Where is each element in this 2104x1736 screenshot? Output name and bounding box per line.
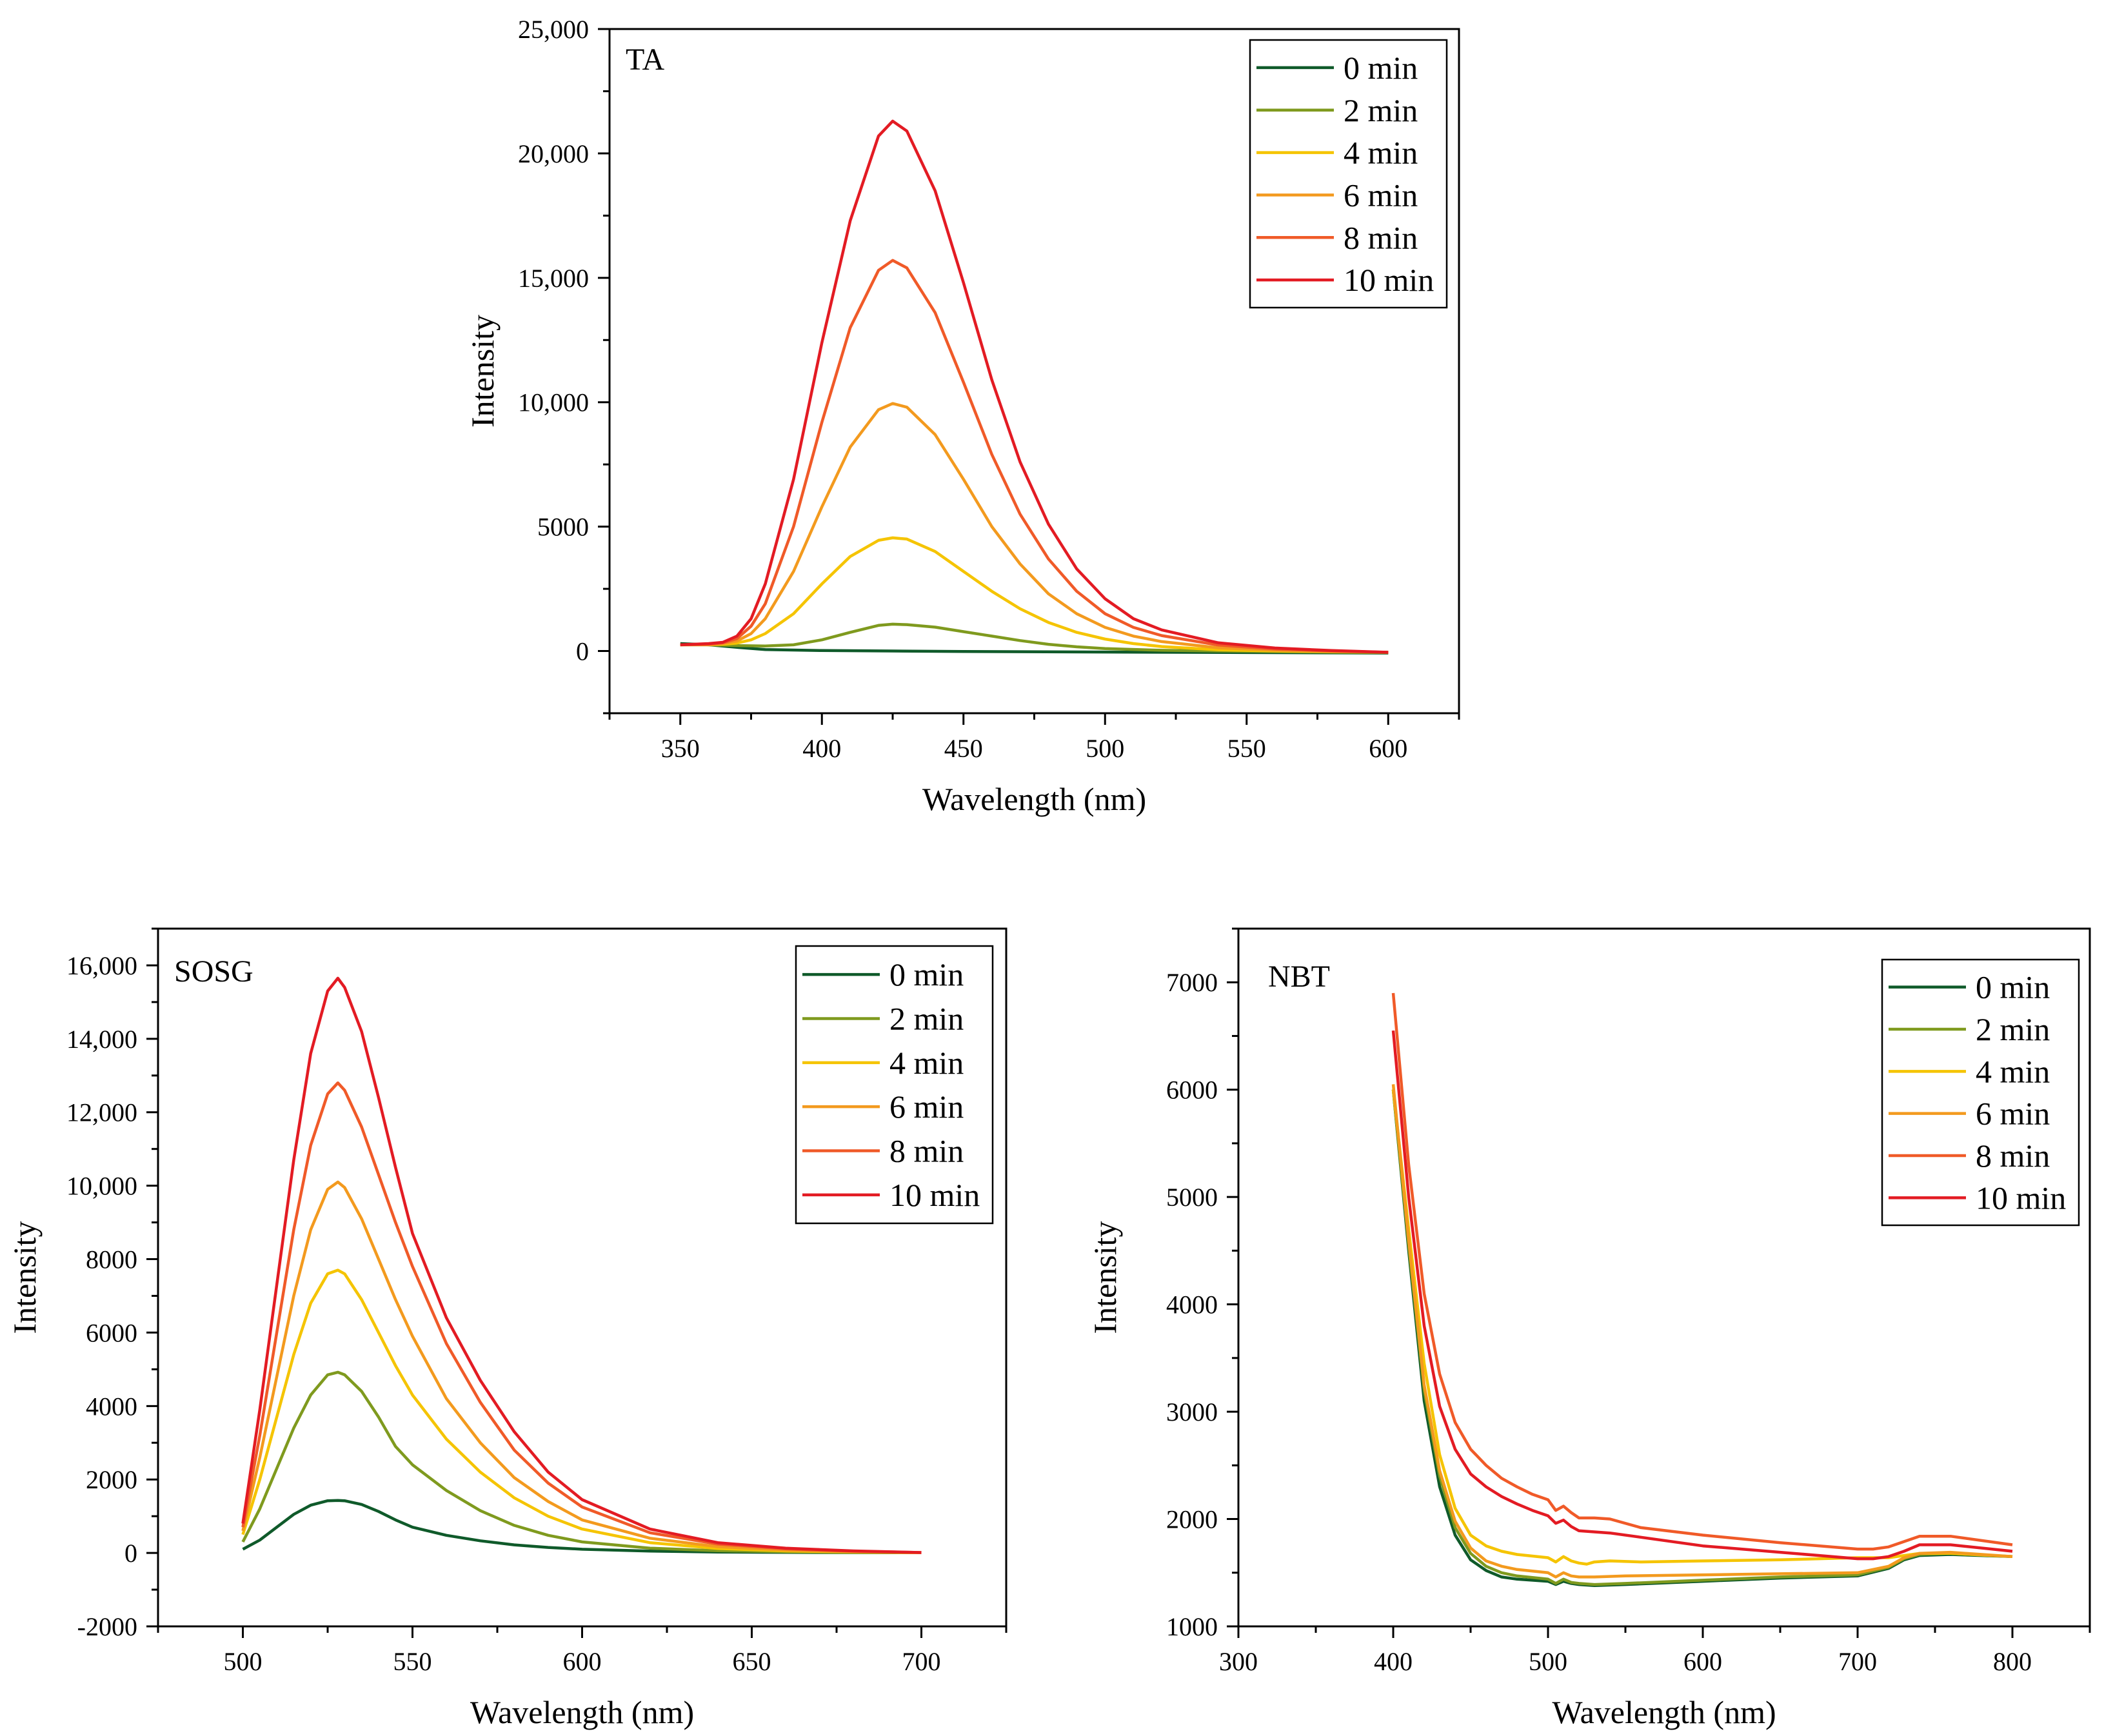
nbt-x-tick-label: 400 <box>1374 1647 1413 1676</box>
sosg-legend-label: 4 min <box>889 1045 964 1081</box>
sosg-x-tick-label: 650 <box>733 1647 771 1676</box>
sosg-y-tick-label: 12,000 <box>66 1098 137 1127</box>
ta-series-line-4-min <box>680 536 1389 654</box>
ta-x-tick-label: 500 <box>1086 734 1124 763</box>
sosg-legend-box <box>795 945 994 1225</box>
ta-series-line-2-min <box>680 622 1389 655</box>
sosg-y-tick-label: 2000 <box>86 1465 137 1494</box>
sosg-legend-label: 10 min <box>889 1177 980 1213</box>
ta-legend-label: 6 min <box>1344 177 1418 213</box>
sosg-x-tick-label: 600 <box>563 1647 602 1676</box>
sosg-y-axis-title: Intensity <box>6 1221 43 1334</box>
nbt-legend-label: 8 min <box>1976 1138 2050 1174</box>
sosg-legend-label: 6 min <box>889 1089 964 1125</box>
sosg-y-tick-label: -2000 <box>77 1612 137 1641</box>
ta-series-line-6-min <box>680 402 1389 654</box>
ta-x-tick-label: 600 <box>1369 734 1407 763</box>
sosg-series-line-4-min <box>241 1268 922 1555</box>
ta-x-tick-label: 550 <box>1227 734 1266 763</box>
nbt-x-axis-title: Wavelength (nm) <box>1552 1694 1776 1730</box>
ta-y-tick-label: 10,000 <box>518 388 589 417</box>
sosg-series-line-6-min <box>241 1180 922 1555</box>
nbt-x-tick-label: 800 <box>1993 1647 2032 1676</box>
ta-y-tick-label: 25,000 <box>518 15 589 44</box>
sosg-series-line-0-min <box>242 1499 922 1555</box>
ta-legend-label: 4 min <box>1344 135 1418 171</box>
nbt-x-tick-label: 500 <box>1529 1647 1567 1676</box>
nbt-series-line-6-min <box>1391 1084 2013 1579</box>
sosg-series-line-8-min <box>241 1081 922 1554</box>
ta-y-axis-title: Intensity <box>464 315 501 428</box>
sosg-series-line-10-min <box>241 976 922 1554</box>
chart-ta: 350 400 450 500 550 600 0 5000 10,000 15,000 20,00… <box>464 15 1460 817</box>
sosg-y-tick-label: 16,000 <box>66 951 137 980</box>
nbt-legend-label: 6 min <box>1976 1096 2050 1132</box>
ta-y-tick-label: 5000 <box>537 513 589 542</box>
nbt-y-tick-label: 1000 <box>1166 1612 1218 1641</box>
ta-panel-label: TA <box>626 43 664 77</box>
ta-y-tick-label: 0 <box>576 637 589 666</box>
sosg-panel-label: SOSG <box>174 954 253 989</box>
nbt-panel-label: NBT <box>1268 960 1330 994</box>
sosg-y-tick-label: 6000 <box>86 1318 137 1347</box>
sosg-x-tick-label: 700 <box>902 1647 941 1676</box>
chart-nbt: 300 400 500 600 700 800 1000 2000 3000 4000 5000 60… <box>1087 927 2091 1730</box>
sosg-y-tick-label: 14,000 <box>66 1025 137 1054</box>
chart-sosg: 500 550 600 650 700 -2000 0 2000 4000 6000 8000 10,… <box>6 927 1007 1730</box>
ta-legend-label: 8 min <box>1344 219 1418 255</box>
ta-legend-label: 2 min <box>1344 92 1418 128</box>
nbt-y-tick-label: 3000 <box>1166 1397 1218 1426</box>
nbt-legend-box <box>1881 958 2080 1227</box>
ta-legend-label: 10 min <box>1344 262 1434 298</box>
ta-x-axis-title: Wavelength (nm) <box>922 781 1146 817</box>
nbt-y-tick-label: 2000 <box>1166 1505 1218 1534</box>
nbt-y-axis-title: Intensity <box>1087 1221 1123 1334</box>
sosg-x-tick-label: 500 <box>224 1647 263 1676</box>
sosg-legend-label: 0 min <box>889 956 964 992</box>
sosg-legend-label: 2 min <box>889 1001 964 1037</box>
nbt-x-tick-label: 700 <box>1838 1647 1877 1676</box>
sosg-y-tick-label: 10,000 <box>66 1172 137 1201</box>
ta-legend-label: 0 min <box>1344 50 1418 86</box>
ta-y-tick-label: 15,000 <box>518 264 589 293</box>
nbt-series-line-8-min <box>1391 992 2013 1551</box>
ta-legend-box <box>1249 39 1448 309</box>
ta-x-tick-label: 450 <box>944 734 983 763</box>
sosg-x-axis-title: Wavelength (nm) <box>470 1694 694 1730</box>
nbt-x-tick-label: 300 <box>1219 1647 1258 1676</box>
nbt-legend-label: 2 min <box>1976 1011 2050 1047</box>
sosg-legend-label: 8 min <box>889 1133 964 1169</box>
nbt-legend-label: 0 min <box>1976 969 2050 1005</box>
nbt-y-tick-label: 4000 <box>1166 1290 1218 1319</box>
ta-y-tick-label: 20,000 <box>518 139 589 168</box>
nbt-y-tick-label: 5000 <box>1166 1183 1218 1212</box>
sosg-y-tick-label: 4000 <box>86 1392 137 1421</box>
nbt-x-tick-label: 600 <box>1683 1647 1722 1676</box>
ta-series-line-8-min <box>680 259 1389 654</box>
nbt-plot-frame <box>1237 927 2091 1628</box>
sosg-series-line-2-min <box>241 1370 922 1555</box>
ta-x-tick-label: 350 <box>661 734 700 763</box>
nbt-series-line-10-min <box>1391 1030 2013 1561</box>
nbt-legend-label: 4 min <box>1976 1053 2050 1089</box>
ta-series-line-10-min <box>680 119 1389 654</box>
nbt-y-tick-label: 7000 <box>1166 968 1218 997</box>
sosg-y-tick-label: 0 <box>124 1539 137 1568</box>
ta-x-tick-label: 400 <box>802 734 841 763</box>
nbt-legend-label: 10 min <box>1976 1179 2066 1216</box>
sosg-x-tick-label: 550 <box>393 1647 432 1676</box>
nbt-y-tick-label: 6000 <box>1166 1076 1218 1105</box>
sosg-y-tick-label: 8000 <box>86 1245 137 1274</box>
